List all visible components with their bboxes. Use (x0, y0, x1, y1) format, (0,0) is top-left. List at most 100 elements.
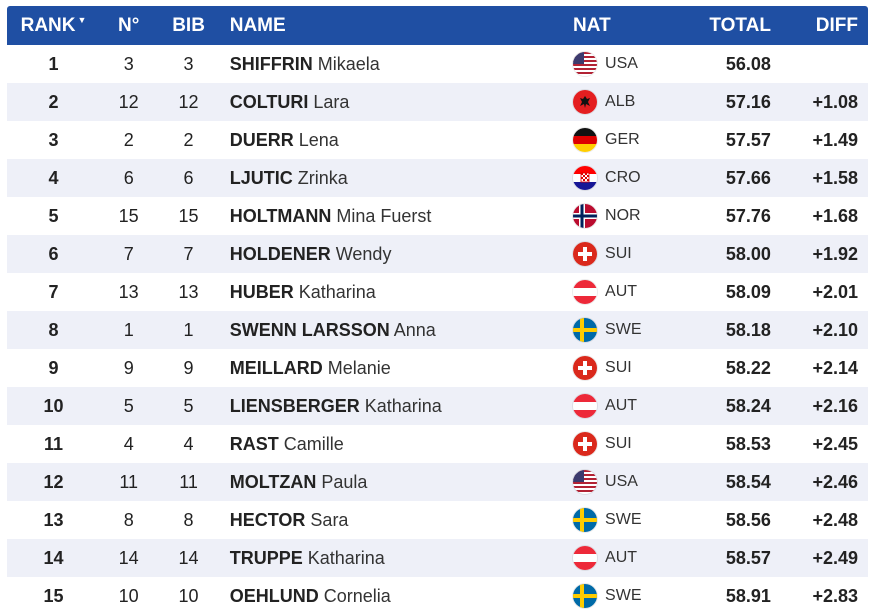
total-time: 57.57 (725, 129, 771, 150)
athlete-name[interactable]: HUBER Katharina (220, 282, 573, 303)
nat-column-header[interactable]: NAT (573, 14, 611, 36)
rank-column-header[interactable]: RANK ▼ (20, 14, 87, 36)
rank-cell: 11 (43, 433, 64, 454)
table-row[interactable]: 13 8 8 HECTOR Sara SWE 58.56 +2.48 (7, 501, 868, 539)
nation-code: USA (605, 55, 638, 72)
last-name: HECTOR (229, 509, 306, 530)
last-name: RAST (229, 433, 279, 454)
athlete-name[interactable]: COLTURI Lara (220, 92, 573, 113)
bib-cell: 5 (183, 395, 194, 416)
athlete-name[interactable]: TRUPPE Katharina (220, 548, 573, 569)
first-name: Lena (298, 129, 339, 150)
swe-flag-icon (573, 508, 598, 532)
last-name: HOLTMANN (229, 205, 332, 226)
first-name: Mina Fuerst (336, 205, 432, 226)
no-cell: 4 (123, 433, 134, 454)
nation-code: SUI (605, 245, 632, 262)
total-column-header[interactable]: TOTAL (709, 14, 771, 36)
no-cell: 2 (123, 129, 134, 150)
diff-column-header[interactable]: DIFF (815, 14, 858, 36)
no-cell: 1 (123, 319, 134, 340)
athlete-name[interactable]: HOLDENER Wendy (220, 244, 573, 265)
nation-cell: GER (573, 128, 692, 152)
nation-code: USA (605, 473, 638, 490)
time-diff: +1.92 (812, 243, 858, 264)
name-column-header[interactable]: NAME (229, 14, 286, 36)
nation-cell: AUT (573, 394, 692, 418)
last-name: LJUTIC (229, 167, 293, 188)
athlete-name[interactable]: HECTOR Sara (220, 510, 573, 531)
first-name: Lara (313, 91, 350, 112)
athlete-name[interactable]: OEHLUND Cornelia (220, 586, 573, 607)
rank-cell: 2 (48, 91, 59, 112)
no-cell: 5 (123, 395, 134, 416)
table-row[interactable]: 5 15 15 HOLTMANN Mina Fuerst NOR 57.76 +1.68 (7, 197, 868, 235)
table-row[interactable]: 10 5 5 LIENSBERGER Katharina AUT 58.24 +2.16 (7, 387, 868, 425)
sui-flag-icon (573, 432, 598, 456)
first-name: Paula (321, 471, 368, 492)
last-name: HUBER (229, 281, 294, 302)
cro-flag-icon (573, 166, 598, 190)
bib-column-header[interactable]: BIB (172, 14, 205, 36)
athlete-name[interactable]: LIENSBERGER Katharina (220, 396, 573, 417)
total-time: 58.54 (725, 471, 771, 492)
table-row[interactable]: 4 6 6 LJUTIC Zrinka CRO 57.66 +1.58 (7, 159, 868, 197)
table-row[interactable]: 14 14 14 TRUPPE Katharina AUT 58.57 +2.49 (7, 539, 868, 577)
sui-flag-icon (573, 356, 598, 380)
table-row[interactable]: 7 13 13 HUBER Katharina AUT 58.09 +2.01 (7, 273, 868, 311)
table-row[interactable]: 1 3 3 SHIFFRIN Mikaela USA 56.08 (7, 45, 868, 83)
sort-caret-icon: ▼ (77, 14, 87, 25)
bib-cell: 3 (183, 53, 194, 74)
time-diff: +2.14 (812, 357, 858, 378)
bib-cell: 15 (178, 205, 199, 226)
rank-cell: 14 (43, 547, 64, 568)
nation-code: NOR (605, 207, 641, 224)
first-name: Melanie (327, 357, 391, 378)
table-row[interactable]: 6 7 7 HOLDENER Wendy SUI 58.00 +1.92 (7, 235, 868, 273)
nation-code: SWE (605, 587, 642, 604)
first-name: Katharina (307, 547, 385, 568)
table-row[interactable]: 2 12 12 COLTURI Lara ALB 57.16 +1.08 (7, 83, 868, 121)
nation-code: ALB (605, 93, 636, 110)
table-row[interactable]: 8 1 1 SWENN LARSSON Anna SWE 58.18 +2.10 (7, 311, 868, 349)
first-name: Cornelia (323, 585, 391, 606)
no-cell: 3 (123, 53, 134, 74)
first-name: Sara (310, 509, 349, 530)
nation-code: SWE (605, 511, 642, 528)
table-row[interactable]: 3 2 2 DUERR Lena GER 57.57 +1.49 (7, 121, 868, 159)
table-row[interactable]: 12 11 11 MOLTZAN Paula USA 58.54 +2.46 (7, 463, 868, 501)
last-name: HOLDENER (229, 243, 331, 264)
athlete-name[interactable]: MOLTZAN Paula (220, 472, 573, 493)
alb-flag-icon (573, 90, 598, 114)
nation-cell: NOR (573, 204, 692, 228)
table-row[interactable]: 11 4 4 RAST Camille SUI 58.53 +2.45 (7, 425, 868, 463)
table-row[interactable]: 15 10 10 OEHLUND Cornelia SWE 58.91 +2.83 (7, 577, 868, 615)
time-diff: +2.49 (812, 547, 858, 568)
bib-cell: 4 (183, 433, 194, 454)
total-time: 58.56 (725, 509, 771, 530)
nation-code: GER (605, 131, 640, 148)
bib-cell: 10 (178, 585, 199, 606)
no-column-header[interactable]: N° (118, 14, 140, 36)
last-name: DUERR (229, 129, 294, 150)
nation-cell: CRO (573, 166, 692, 190)
athlete-name[interactable]: SHIFFRIN Mikaela (220, 54, 573, 75)
rank-cell: 5 (48, 205, 59, 226)
table-row[interactable]: 9 9 9 MEILLARD Melanie SUI 58.22 +2.14 (7, 349, 868, 387)
total-time: 56.08 (725, 53, 771, 74)
total-time: 57.76 (725, 205, 771, 226)
athlete-name[interactable]: LJUTIC Zrinka (220, 168, 573, 189)
last-name: LIENSBERGER (229, 395, 360, 416)
total-time: 58.09 (725, 281, 771, 302)
nation-code: SWE (605, 321, 642, 338)
rank-cell: 9 (48, 357, 59, 378)
table-header: RANK ▼ N° BIB NAME NAT TOTAL DIFF (7, 6, 868, 45)
bib-cell: 2 (183, 129, 194, 150)
time-diff: +2.46 (812, 471, 858, 492)
last-name: SWENN LARSSON (229, 319, 390, 340)
athlete-name[interactable]: RAST Camille (220, 434, 573, 455)
athlete-name[interactable]: DUERR Lena (220, 130, 573, 151)
athlete-name[interactable]: HOLTMANN Mina Fuerst (220, 206, 573, 227)
athlete-name[interactable]: SWENN LARSSON Anna (220, 320, 573, 341)
athlete-name[interactable]: MEILLARD Melanie (220, 358, 573, 379)
